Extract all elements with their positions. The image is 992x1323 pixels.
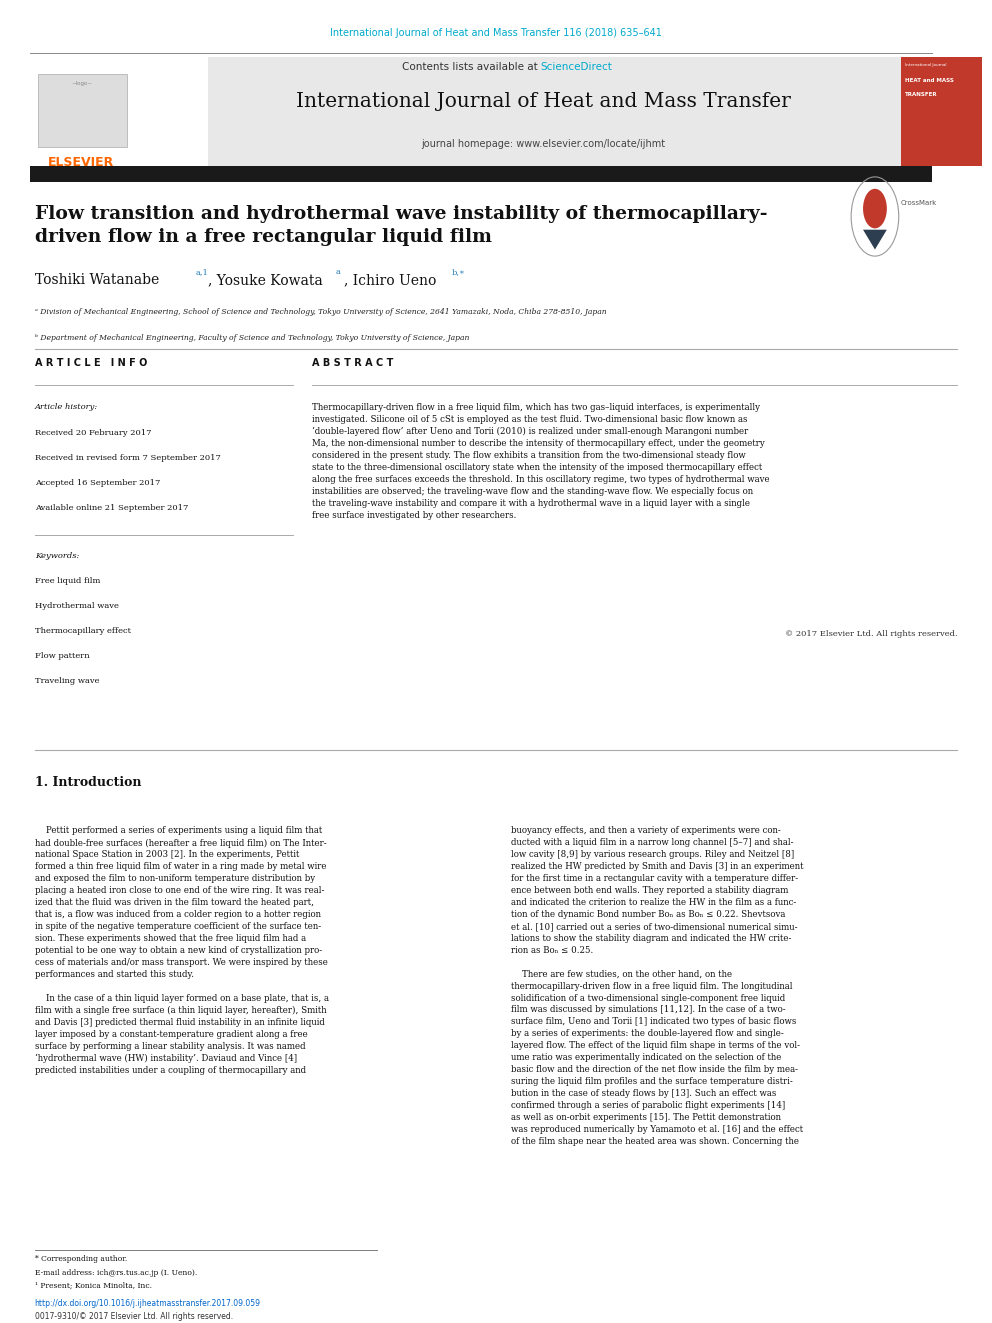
Polygon shape [863,230,887,250]
Text: Flow pattern: Flow pattern [35,652,89,660]
Text: a,1: a,1 [195,269,208,277]
Text: © 2017 Elsevier Ltd. All rights reserved.: © 2017 Elsevier Ltd. All rights reserved… [785,630,957,638]
Text: Contents lists available at: Contents lists available at [402,62,541,71]
Text: ᵃ Division of Mechanical Engineering, School of Science and Technology, Tokyo Un: ᵃ Division of Mechanical Engineering, Sc… [35,307,606,316]
Text: A R T I C L E   I N F O: A R T I C L E I N F O [35,357,147,368]
Text: A B S T R A C T: A B S T R A C T [312,357,394,368]
Text: Available online 21 September 2017: Available online 21 September 2017 [35,504,188,512]
Text: CrossMark: CrossMark [901,200,937,206]
Text: Traveling wave: Traveling wave [35,677,99,685]
Text: http://dx.doi.org/10.1016/j.ijheatmasstransfer.2017.09.059: http://dx.doi.org/10.1016/j.ijheatmasstr… [35,1299,261,1308]
Text: Free liquid film: Free liquid film [35,577,100,585]
Text: ScienceDirect: ScienceDirect [541,62,612,71]
Text: 0017-9310/© 2017 Elsevier Ltd. All rights reserved.: 0017-9310/© 2017 Elsevier Ltd. All right… [35,1312,233,1322]
Text: * Corresponding author.: * Corresponding author. [35,1256,127,1263]
FancyBboxPatch shape [901,57,982,167]
Text: International Journal: International Journal [905,64,946,67]
Text: a: a [335,269,340,277]
Text: E-mail address: ich@rs.tus.ac.jp (I. Ueno).: E-mail address: ich@rs.tus.ac.jp (I. Uen… [35,1269,197,1277]
Text: ~logo~: ~logo~ [71,81,93,86]
Text: ᵇ Department of Mechanical Engineering, Faculty of Science and Technology, Tokyo: ᵇ Department of Mechanical Engineering, … [35,333,469,341]
FancyBboxPatch shape [38,74,127,147]
Text: b,∗: b,∗ [451,269,465,277]
Text: Hydrothermal wave: Hydrothermal wave [35,602,119,610]
FancyBboxPatch shape [30,57,208,167]
Text: Flow transition and hydrothermal wave instability of thermocapillary-
driven flo: Flow transition and hydrothermal wave in… [35,205,767,246]
Text: Pettit performed a series of experiments using a liquid film that
had double-fre: Pettit performed a series of experiments… [35,827,328,1076]
Text: Toshiki Watanabe: Toshiki Watanabe [35,274,159,287]
Text: Thermocapillary effect: Thermocapillary effect [35,627,131,635]
Text: Received 20 February 2017: Received 20 February 2017 [35,429,151,437]
FancyBboxPatch shape [30,167,932,183]
FancyBboxPatch shape [30,57,932,167]
Text: Received in revised form 7 September 2017: Received in revised form 7 September 201… [35,454,220,462]
Text: International Journal of Heat and Mass Transfer 116 (2018) 635–641: International Journal of Heat and Mass T… [330,28,662,38]
Text: buoyancy effects, and then a variety of experiments were con-
ducted with a liqu: buoyancy effects, and then a variety of … [511,827,804,1146]
Text: International Journal of Heat and Mass Transfer: International Journal of Heat and Mass T… [297,93,791,111]
Ellipse shape [863,189,887,229]
Text: HEAT and MASS: HEAT and MASS [905,78,953,83]
Text: TRANSFER: TRANSFER [905,93,937,98]
Text: journal homepage: www.elsevier.com/locate/ijhmt: journal homepage: www.elsevier.com/locat… [422,139,666,148]
Text: , Ichiro Ueno: , Ichiro Ueno [344,274,436,287]
Text: Thermocapillary-driven flow in a free liquid film, which has two gas–liquid inte: Thermocapillary-driven flow in a free li… [312,402,770,520]
Text: , Yosuke Kowata: , Yosuke Kowata [208,274,323,287]
Text: ELSEVIER: ELSEVIER [48,156,114,169]
Text: Accepted 16 September 2017: Accepted 16 September 2017 [35,479,160,487]
Text: Article history:: Article history: [35,402,98,410]
Text: Keywords:: Keywords: [35,552,79,560]
Text: ¹ Present; Konica Minolta, Inc.: ¹ Present; Konica Minolta, Inc. [35,1282,152,1290]
Text: 1. Introduction: 1. Introduction [35,777,141,790]
